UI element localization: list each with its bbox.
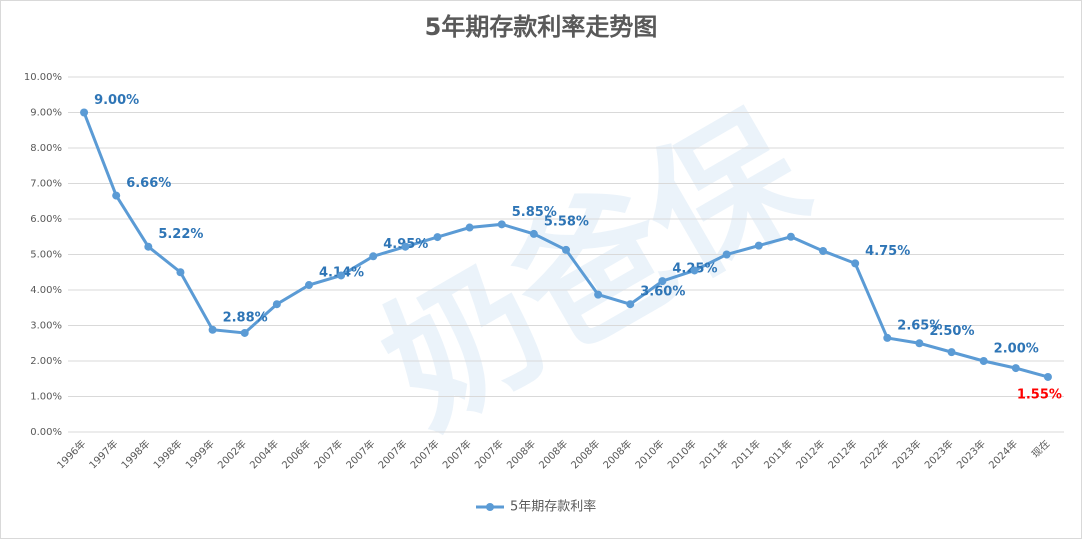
point xyxy=(144,242,153,251)
point xyxy=(754,241,763,250)
legend-label: 5年期存款利率 xyxy=(510,499,596,515)
point xyxy=(529,229,538,238)
point xyxy=(1043,372,1052,381)
data-label: 2.65% xyxy=(897,318,942,333)
data-label: 2.50% xyxy=(929,324,974,339)
point xyxy=(658,277,667,286)
y-tick-label: 5.00% xyxy=(30,250,62,261)
y-tick-label: 10.00% xyxy=(24,72,62,83)
point xyxy=(304,281,313,290)
point xyxy=(337,271,346,280)
data-label: 3.60% xyxy=(640,285,685,300)
point xyxy=(851,259,860,268)
point xyxy=(626,300,635,309)
point xyxy=(80,108,89,117)
point xyxy=(240,328,249,337)
point xyxy=(1011,364,1020,373)
point xyxy=(786,232,795,241)
data-label: 1.55% xyxy=(1017,387,1062,402)
data-label: 2.00% xyxy=(994,342,1039,357)
legend-marker xyxy=(486,503,494,511)
point xyxy=(433,233,442,242)
chart-title: 5年期存款利率走势图 xyxy=(425,13,658,41)
data-label: 5.58% xyxy=(544,214,589,229)
point xyxy=(112,191,121,200)
y-tick-label: 4.00% xyxy=(30,285,62,296)
y-tick-label: 8.00% xyxy=(30,143,62,154)
point xyxy=(401,242,410,251)
point xyxy=(208,325,217,334)
point xyxy=(594,290,603,299)
point xyxy=(819,246,828,255)
point xyxy=(690,266,699,275)
point xyxy=(562,245,570,254)
y-tick-label: 9.00% xyxy=(30,108,62,119)
point xyxy=(497,220,506,229)
point xyxy=(369,252,378,261)
point xyxy=(722,250,731,259)
point xyxy=(465,223,474,232)
y-tick-label: 2.00% xyxy=(30,356,62,367)
data-label: 5.22% xyxy=(158,227,203,242)
point xyxy=(915,339,924,348)
point xyxy=(883,333,892,342)
y-tick-label: 3.00% xyxy=(30,321,62,332)
data-label: 2.88% xyxy=(223,310,268,325)
y-tick-label: 6.00% xyxy=(30,214,62,225)
data-label: 9.00% xyxy=(94,93,139,108)
y-tick-label: 0.00% xyxy=(30,427,62,438)
y-tick-label: 7.00% xyxy=(30,179,62,190)
point xyxy=(272,300,281,309)
point xyxy=(947,348,956,357)
y-tick-label: 1.00% xyxy=(30,392,62,403)
point xyxy=(176,268,185,277)
data-label: 5.85% xyxy=(512,205,557,220)
data-label: 4.75% xyxy=(865,244,910,259)
data-label: 6.66% xyxy=(126,176,171,191)
point xyxy=(979,357,988,365)
